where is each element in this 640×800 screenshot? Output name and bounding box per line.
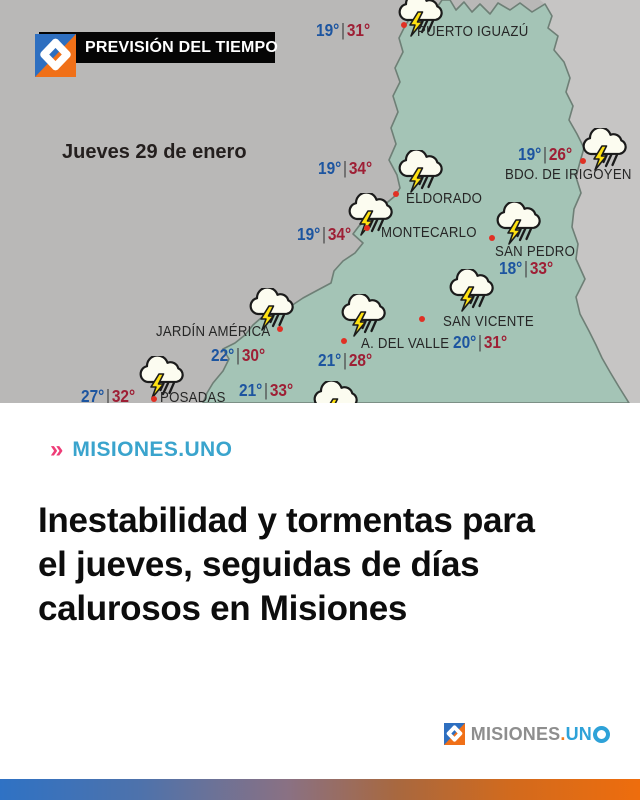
temps-a-del-valle: 21° | 28°: [318, 350, 373, 370]
temps-san-vicente: 20° | 31°: [453, 332, 508, 352]
city-name: SAN VICENTE: [443, 313, 534, 330]
city-dot: [341, 338, 347, 344]
city-name: POSADAS: [160, 389, 226, 403]
temps-unnamed-south: 21° | 33°: [239, 380, 294, 400]
city-dot: [151, 396, 157, 402]
gradient-bottom-bar: [0, 779, 640, 800]
city-name: SAN PEDRO: [495, 243, 576, 260]
storm-icon: [341, 294, 387, 338]
city-dot: [419, 316, 425, 322]
temps-jardin-america: 22° | 30°: [211, 345, 266, 365]
banner: PREVISIÓN DEL TIEMPO: [39, 32, 279, 63]
article-panel: [0, 403, 640, 779]
neighbor-region-east: [540, 0, 640, 403]
city-dot: [580, 158, 586, 164]
logo-text-misiones: MISIONES: [470, 723, 561, 744]
storm-icon: [398, 150, 444, 194]
city-dot: [489, 235, 495, 241]
logo-o-ring-icon: O: [593, 725, 610, 743]
misiones-uno-logo-icon: [444, 723, 465, 745]
temps-montecarlo: 19° | 34°: [297, 224, 352, 244]
temps-eldorado: 19° | 34°: [318, 158, 373, 178]
logo-text-dot: .: [560, 723, 566, 744]
temps-puerto-iguazu: 19° | 31°: [316, 20, 371, 40]
logo-text-un: UN: [565, 723, 592, 744]
city-name: JARDÍN AMÉRICA: [156, 323, 271, 340]
city-name: PUERTO IGUAZÚ: [417, 23, 529, 40]
city-name: A. DEL VALLE: [361, 335, 450, 352]
temps-bdo-de-irigoyen: 19° | 26°: [518, 144, 573, 164]
temps-san-pedro: 18° | 33°: [499, 258, 554, 278]
temps-posadas: 27° | 32°: [81, 386, 136, 403]
city-dot: [393, 191, 399, 197]
headline-line-1: Inestabilidad y tormentas para: [38, 501, 535, 540]
city-dot: [364, 225, 370, 231]
chevron-right-icon: »: [50, 436, 64, 463]
city-name: BDO. DE IRIGOYEN: [505, 166, 632, 183]
banner-title: PREVISIÓN DEL TIEMPO: [85, 38, 279, 56]
headline-line-2: el jueves, seguidas de días: [38, 545, 480, 584]
article-headline: Inestabilidad y tormentas para el jueves…: [38, 499, 623, 631]
forecast-date: Jueves 29 de enero: [62, 141, 247, 163]
storm-icon: [496, 202, 542, 246]
footer-logo: MISIONES . UN O: [444, 723, 610, 745]
city-name: MONTECARLO: [381, 224, 477, 241]
city-dot: [401, 22, 407, 28]
site-brand-name: MISIONES.UNO: [72, 438, 233, 461]
storm-icon: [313, 381, 359, 403]
storm-icon: [449, 269, 495, 313]
city-dot: [277, 326, 283, 332]
misiones-map: [202, 0, 640, 403]
site-brand-row: » MISIONES.UNO: [50, 438, 232, 462]
footer-logo-text: MISIONES . UN O: [471, 724, 610, 745]
weather-map-section: PREVISIÓN DEL TIEMPO Jueves 29 de enero …: [0, 0, 640, 403]
city-name: ELDORADO: [406, 190, 483, 207]
misiones-uno-logo-icon: [35, 34, 76, 77]
headline-line-3: calurosos en Misiones: [38, 589, 408, 628]
